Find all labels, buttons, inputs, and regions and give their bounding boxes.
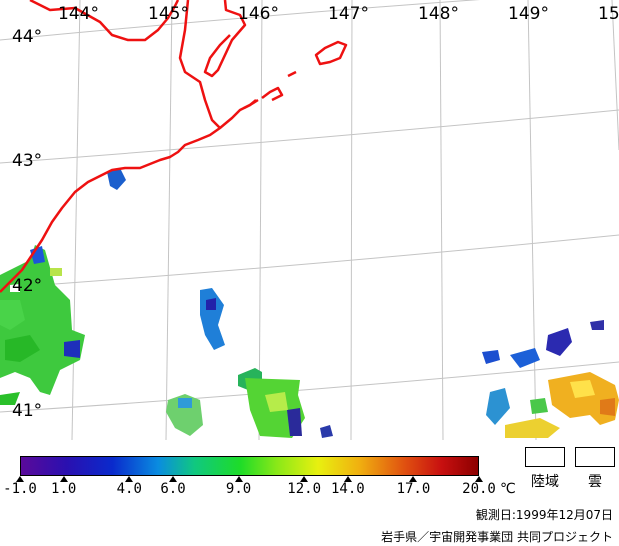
lon-label-147: 147°: [328, 4, 369, 24]
colorbar-tick-label-0: -1.0: [3, 481, 37, 497]
parallel-lines: [0, 0, 619, 413]
colorbar-tick-label-8: 20.0: [462, 481, 496, 497]
observation-date: 観測日:1999年12月07日: [475, 508, 613, 522]
colorbar-tick-0: [16, 476, 24, 482]
lon-label-144: 144°: [58, 4, 99, 24]
credit-text: 岩手県／宇宙開発事業団 共同プロジェクト: [381, 530, 613, 544]
cloud-legend-label: 雲: [588, 474, 602, 490]
land-legend-label: 陸域: [531, 474, 559, 490]
colorbar-tick-4: [234, 476, 243, 482]
colorbar-tick-7: [409, 476, 418, 482]
lon-label-145: 145°: [148, 4, 189, 24]
colorbar-tick-label-2: 4.0: [116, 481, 142, 497]
lat-label-41: 41°: [12, 401, 42, 421]
colorbar-tick-6: [343, 476, 352, 482]
colorbar-tick-label-3: 6.0: [160, 481, 186, 497]
lon-label-148: 148°: [418, 4, 459, 24]
colorbar-tick-2: [125, 476, 134, 482]
land-legend-swatch: [525, 447, 565, 467]
temperature-unit: ℃: [500, 481, 516, 497]
colorbar-tick-label-4: 9.0: [225, 481, 252, 497]
lon-label-146: 146°: [238, 4, 279, 24]
colorbar-tick-5: [300, 476, 309, 482]
colorbar-tick-label-6: 14.0: [330, 481, 365, 497]
longitude-labels: 144° 145° 146° 147° 148° 149° 15: [58, 4, 619, 24]
colorbar-tick-label-7: 17.0: [396, 481, 431, 497]
coastline: [0, 0, 348, 293]
lat-label-42: 42°: [12, 276, 42, 296]
cloud-legend-swatch: [575, 447, 615, 467]
sst-data-patches: [0, 168, 619, 438]
colorbar-tick-label-5: 12.0: [287, 481, 321, 497]
temperature-colorbar: [20, 456, 479, 476]
lat-label-44: 44°: [12, 27, 42, 47]
colorbar-tick-8: [475, 476, 483, 482]
meridian-lines: [71, 0, 619, 440]
lat-label-43: 43°: [12, 151, 42, 171]
latitude-labels: 44° 43° 42° 41°: [12, 27, 42, 421]
lon-label-149: 149°: [508, 4, 549, 24]
colorbar-tick-3: [169, 476, 177, 482]
lon-label-150: 15: [598, 4, 619, 24]
sea-surface-temperature-map: 144° 145° 146° 147° 148° 149° 15 44° 43°…: [0, 0, 619, 440]
colorbar-tick-1: [59, 476, 68, 482]
colorbar-tick-label-1: 1.0: [51, 481, 77, 497]
